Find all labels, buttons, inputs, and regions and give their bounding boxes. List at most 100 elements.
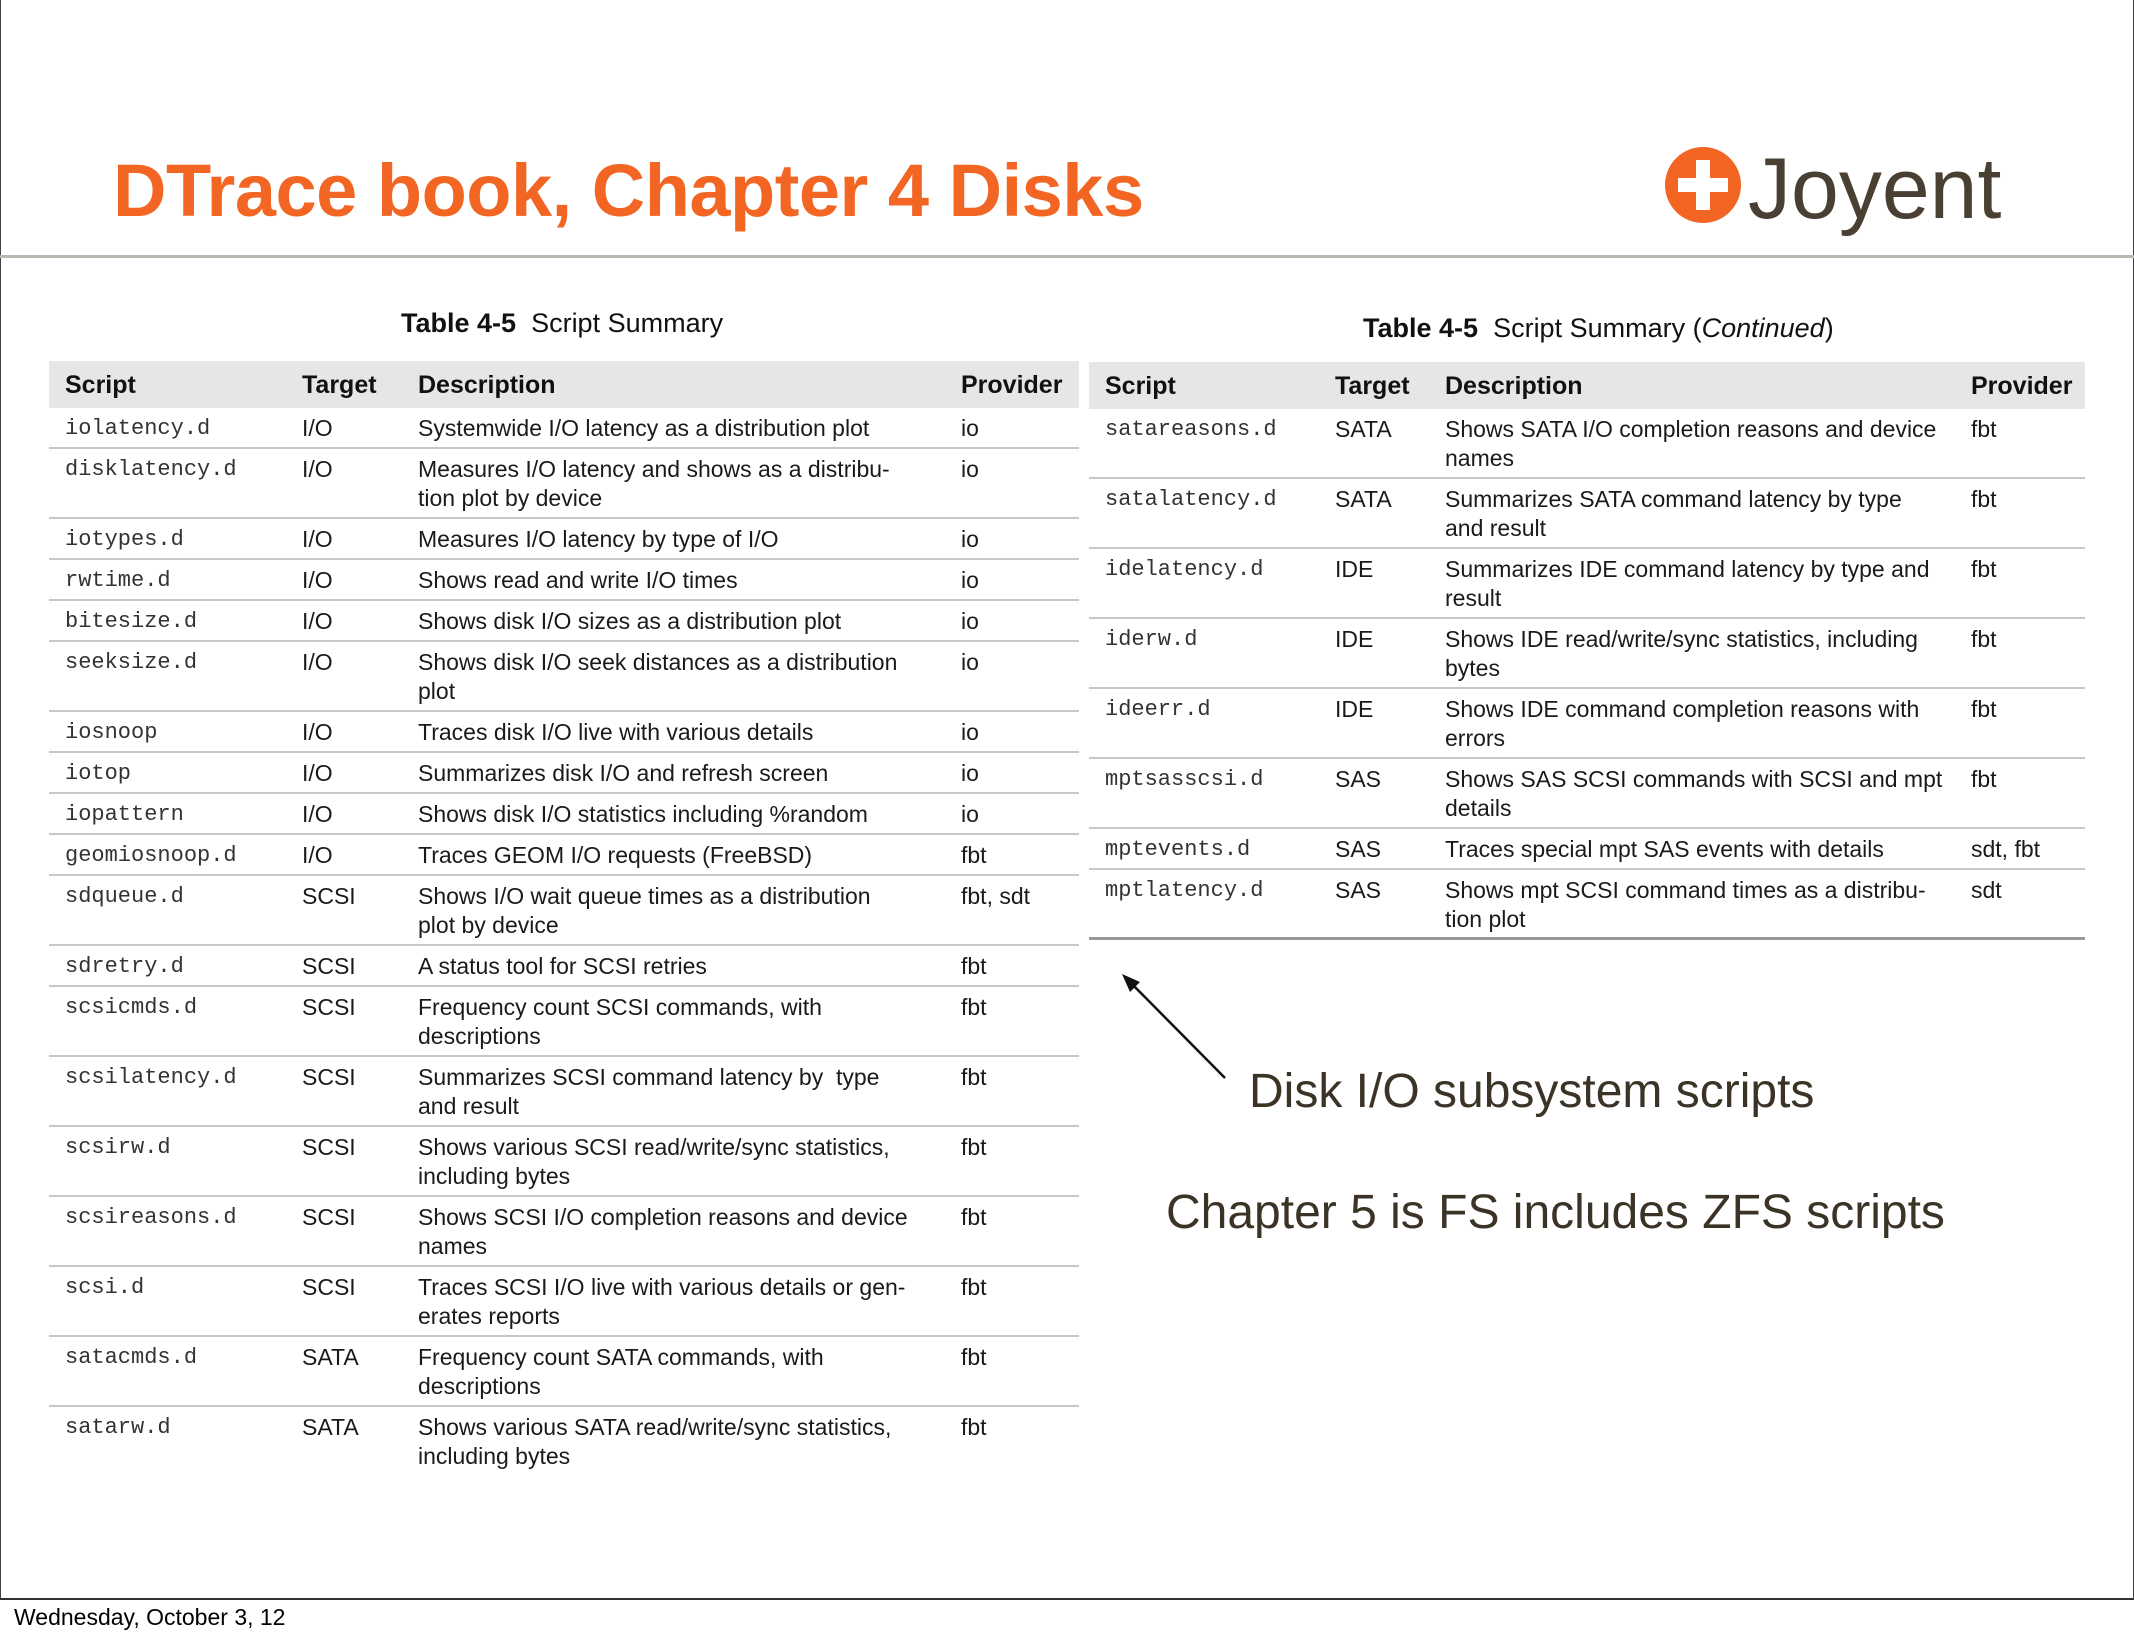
footer-date: Wednesday, October 3, 12 [14,1604,286,1630]
table-row: seeksize.d I/O Shows disk I/O seek distanc… [49,642,1079,712]
cell-provider: fbt [1971,486,1997,512]
cell-provider: io [961,526,979,552]
cell-description: Shows disk I/O seek distances as a distr… [418,649,898,704]
cell-script: scsi.d [65,1275,145,1300]
cell-script: scsirw.d [65,1135,171,1160]
cell-target: I/O [302,719,333,745]
table-row: satacmds.d SATA Frequency count SATA comma… [49,1337,1079,1407]
cell-description: Shows disk I/O sizes as a distribution p… [418,608,842,634]
table-row: iotop I/O Summarizes disk I/O and refresh … [49,753,1079,794]
cell-description: Shows disk I/O statistics including %ran… [418,801,868,827]
cell-script: iosnoop [65,720,158,745]
cell-description: Shows IDE command completion reasons wit… [1445,696,1920,751]
cell-description: Shows various SCSI read/write/sync stati… [418,1134,890,1189]
table-row: disklatency.d I/O Measures I/O latency and… [49,449,1079,519]
table-row: sdqueue.d SCSI Shows I/O wait queue times … [49,876,1079,946]
cell-script: mptlatency.d [1105,878,1264,903]
cell-provider: fbt [1971,766,1997,792]
cell-description: Measures I/O latency and shows as a dist… [418,456,890,511]
cell-script: bitesize.d [65,609,198,634]
cell-provider: fbt [961,994,987,1020]
header-script: Script [1105,372,1176,400]
cell-target: SATA [1335,416,1392,442]
cell-target: SCSI [302,953,356,979]
table-row: scsirw.d SCSI Shows various SCSI read/writ… [49,1127,1079,1197]
table-row: iolatency.d I/O Systemwide I/O latency as … [49,408,1079,449]
joyent-wordmark: Joyent [1748,141,2001,237]
cell-description: Shows IDE read/write/sync statistics, in… [1445,626,1918,681]
cell-target: SATA [302,1414,359,1440]
caption-close: ) [1824,313,1834,343]
table-row: bitesize.d I/O Shows disk I/O sizes as a d… [49,601,1079,642]
cell-target: SATA [302,1344,359,1370]
cell-target: SCSI [302,1204,356,1230]
cell-script: iderw.d [1105,627,1198,652]
cell-target: IDE [1335,626,1374,652]
header-script: Script [65,371,136,399]
cell-script: mptevents.d [1105,837,1251,862]
cell-target: SCSI [302,1274,356,1300]
cell-description: Measures I/O latency by type of I/O [418,526,779,552]
cell-description: A status tool for SCSI retries [418,953,707,979]
cell-target: I/O [302,567,333,593]
cell-provider: sdt, fbt [1971,836,2041,862]
cell-provider: sdt [1971,877,2002,903]
cell-description: Traces special mpt SAS events with detai… [1445,836,1884,862]
cell-description: Shows SATA I/O completion reasons and de… [1445,416,1937,471]
arrow-icon [1122,974,1226,1079]
cell-target: SAS [1335,766,1382,792]
table-header: Script Target Description Provider [1089,362,2085,409]
cell-script: ideerr.d [1105,697,1211,722]
cell-description: Shows mpt SCSI command times as a distri… [1445,877,1926,932]
caption-number: Table 4-5 [1363,313,1479,343]
cell-description: Shows SAS SCSI commands with SCSI and mp… [1445,766,1943,821]
table-row: satareasons.d SATA Shows SATA I/O completi… [1089,409,2085,479]
cell-script: disklatency.d [65,457,237,482]
cell-script: rwtime.d [65,568,171,593]
table-row: iopattern I/O Shows disk I/O statistics in… [49,794,1079,835]
cell-script: scsicmds.d [65,995,198,1020]
right-table-caption: Table 4-5 Script Summary (Continued) [1363,313,1834,344]
cell-description: Shows I/O wait queue times as a distribu… [418,883,871,938]
cell-provider: fbt [961,1204,987,1230]
cell-description: Frequency count SATA commands, with desc… [418,1344,824,1399]
table-row: iderw.d IDE Shows IDE read/write/sync stat… [1089,619,2085,689]
header-description: Description [418,371,556,399]
table-row: scsilatency.d SCSI Summarizes SCSI command… [49,1057,1079,1127]
cell-target: I/O [302,526,333,552]
cell-description: Traces GEOM I/O requests (FreeBSD) [418,842,813,868]
cell-provider: io [961,719,979,745]
table-row: scsicmds.d SCSI Frequency count SCSI comma… [49,987,1079,1057]
table-row: scsi.d SCSI Traces SCSI I/O live with vari… [49,1267,1079,1337]
table-header: Script Target Description Provider [49,361,1079,408]
cell-target: I/O [302,842,333,868]
cell-description: Frequency count SCSI commands, with desc… [418,994,822,1049]
cell-target: IDE [1335,556,1374,582]
cell-provider: fbt [1971,416,1997,442]
cell-provider: fbt [1971,556,1997,582]
joyent-logo: Joyent [1665,141,2001,237]
left-script-table: Script Target Description Provider iolatency… [49,361,1079,1477]
slide-title: DTrace book, Chapter 4 Disks [113,149,1144,232]
cell-target: I/O [302,649,333,675]
cell-script: scsireasons.d [65,1205,237,1230]
cell-target: SCSI [302,994,356,1020]
header-target: Target [302,371,377,399]
cell-target: I/O [302,415,333,441]
cell-target: SCSI [302,883,356,909]
cell-script: iotop [65,761,132,786]
table-row: scsireasons.d SCSI Shows SCSI I/O completi… [49,1197,1079,1267]
note-subsystem: Disk I/O subsystem scripts [1249,1065,1815,1118]
caption-title: Script Summary [531,308,724,338]
cell-provider: io [961,415,979,441]
header-description: Description [1445,372,1583,400]
cell-script: seeksize.d [65,650,198,675]
cell-description: Summarizes IDE command latency by type a… [1445,556,1930,611]
cell-script: satalatency.d [1105,487,1277,512]
cell-target: SAS [1335,836,1382,862]
table-row: iotypes.d I/O Measures I/O latency by type… [49,519,1079,560]
cell-target: I/O [302,801,333,827]
cell-script: satareasons.d [1105,417,1277,442]
cell-provider: fbt [961,1064,987,1090]
table-row: ideerr.d IDE Shows IDE command completion … [1089,689,2085,759]
